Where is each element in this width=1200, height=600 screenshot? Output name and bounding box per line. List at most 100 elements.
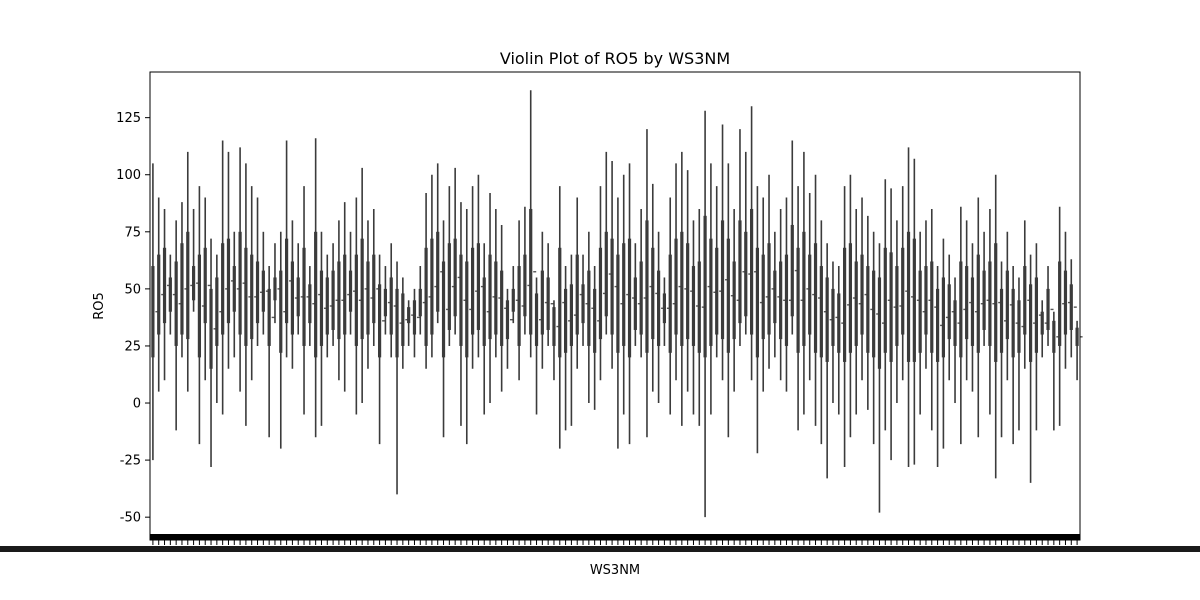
violin-box [761,254,765,340]
violin-median-mark [666,307,670,309]
violin-median-mark [172,293,176,296]
violin-box [459,254,463,346]
violin-item [848,174,856,438]
violin-item [773,231,781,358]
violin-median-mark [544,301,548,304]
violin-median-mark [608,273,612,275]
violin-median-mark [1021,325,1025,328]
violin-item [261,231,269,335]
violin-item [412,288,420,358]
violin-item [366,220,374,369]
violin-box [680,231,684,346]
violin-box [1069,284,1073,330]
violin-median-mark [818,297,822,299]
violin-item [325,254,333,358]
violin-item [354,197,362,415]
violin-box [779,261,783,340]
violin-box [906,231,911,362]
violin-median-mark [812,293,816,296]
violin-item [918,231,926,415]
violin-item [732,208,740,392]
violin-item [401,277,409,369]
violin-box [221,243,225,335]
violin-box [656,270,661,346]
violin-box [540,270,544,335]
violin-item [686,170,694,392]
y-tick-label: 125 [116,111,141,126]
violin-median-mark [911,296,915,298]
violin-median-mark [730,295,734,297]
violin-median-mark [829,318,833,321]
violin-median-mark [649,285,653,288]
violin-item [1069,259,1077,358]
violin-box [697,261,701,353]
violin-box [912,238,916,362]
violin-median-mark [469,308,473,311]
violin-median-mark [335,299,339,301]
violin-item [302,186,310,415]
violin-item [970,243,978,392]
violin-median-mark [969,301,973,304]
violin-item [872,231,880,445]
violin-box [587,270,591,346]
violin-median-mark [742,271,746,273]
violin-item [912,158,920,465]
violin-median-mark [190,284,194,287]
violin-median-mark [248,296,252,298]
violin-median-mark [277,288,281,290]
violin-median-mark [306,296,310,298]
violin-median-mark [1015,322,1019,324]
violin-item [680,151,688,426]
violin-median-mark [934,306,938,308]
violin-median-mark [283,311,287,313]
violin-box [517,266,521,346]
violin-median-mark [748,273,752,275]
violin-median-mark [1067,301,1071,304]
violin-median-mark [655,292,659,295]
violin-box [1034,277,1039,353]
y-tick-label: 0 [133,397,141,412]
violin-item [1040,300,1048,358]
y-tick-label: 50 [124,282,141,297]
violin-item [709,163,717,415]
violin-median-mark [486,311,490,313]
violin-box [819,266,823,358]
violin-item [761,197,769,392]
violin-box [476,243,481,330]
violin-median-mark [684,288,688,290]
violin-median-mark [376,288,380,290]
violin-item [308,266,316,346]
violin-box [238,231,242,335]
y-tick-label: 100 [116,168,141,183]
violin-median-mark [1027,299,1031,301]
violin-median-mark [213,328,217,330]
violin-median-mark [294,297,298,299]
violin-group [151,90,1083,518]
violin-median-mark [719,290,723,292]
violin-median-mark [690,290,694,292]
violin-median-mark [620,303,624,305]
violin-median-mark [632,297,636,299]
violin-item [656,231,665,404]
violin-item [668,197,676,415]
violin-box [482,277,486,346]
violin-median-mark [568,320,572,322]
violin-item [877,243,885,513]
violin-median-mark [440,271,444,273]
violin-box [947,284,951,340]
violin-item [581,254,589,346]
violin-item [959,206,967,445]
violin-median-mark [353,290,357,292]
violin-box [1075,327,1079,346]
violin-median-mark [672,303,676,305]
violin-box [523,254,527,317]
violin-item [546,243,554,346]
violin-box [593,288,597,353]
violin-box [1046,288,1050,330]
violin-median-mark [265,290,269,292]
violin-box [645,220,649,353]
violin-median-mark [725,279,729,281]
violin-box [569,284,574,346]
violin-box [575,254,579,335]
violin-item [616,197,624,449]
